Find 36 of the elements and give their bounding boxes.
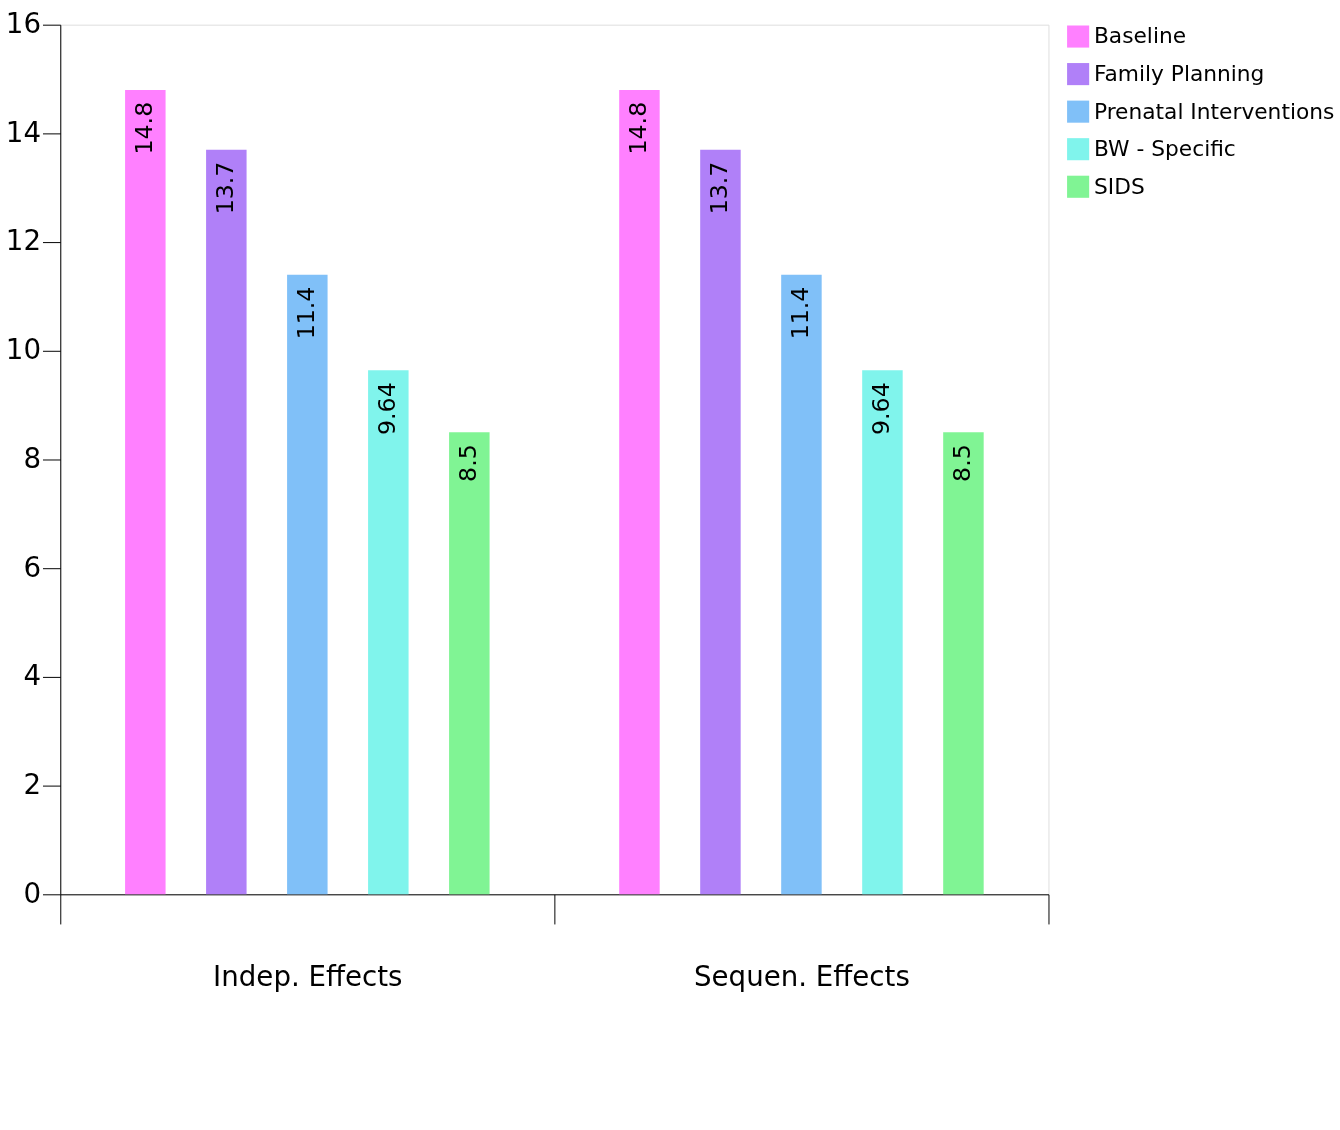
y-tick-label: 16 [5,7,42,41]
bar [287,274,328,895]
data-label: 8.5 [454,444,483,482]
data-label: 11.4 [786,286,815,340]
legend-label: Prenatal Interventions [1093,98,1335,124]
bar [700,149,741,895]
bar [125,89,166,895]
y-tick-label: 6 [23,550,42,584]
bar [943,432,984,895]
legend-label: SIDS [1093,173,1145,199]
y-tick-label: 14 [5,115,42,149]
y-tick-label: 0 [23,876,42,910]
bar [781,274,822,895]
data-label: 11.4 [292,286,321,340]
data-label: 14.8 [624,101,653,155]
data-label: 8.5 [948,444,977,482]
y-tick-label: 12 [5,224,42,258]
bar [206,149,247,895]
x-tick-label: Sequen. Effects [694,959,910,993]
y-tick-label: 8 [23,441,42,475]
y-tick-label: 4 [23,659,42,693]
legend-label: Baseline [1093,23,1187,49]
y-tick-label: 2 [23,768,42,801]
x-tick-label: Indep. Effects [213,959,403,993]
bar [862,370,903,895]
y-tick-label: 10 [5,333,42,367]
data-label: 14.8 [130,101,159,155]
data-label: 9.64 [373,382,402,435]
legend-label: Family Planning [1093,61,1265,87]
legend-label: BW - Specific [1093,136,1236,162]
data-label: 13.7 [705,161,734,215]
bar [368,370,409,895]
data-label: 9.64 [867,382,896,435]
bar [619,89,660,895]
data-label: 13.7 [211,161,240,215]
bar [449,432,490,895]
